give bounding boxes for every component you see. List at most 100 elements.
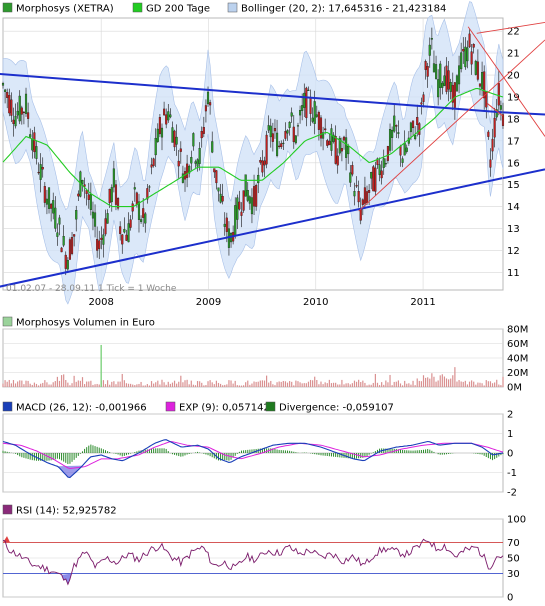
candle-body-74 <box>156 128 159 142</box>
candle-body-62 <box>131 203 134 212</box>
candle-body-157 <box>330 128 333 151</box>
candle-body-233 <box>489 159 492 168</box>
candle-body-178 <box>374 167 377 192</box>
candle-body-139 <box>292 126 295 143</box>
volume-ytick-3: 60M <box>507 339 528 350</box>
candle-body-181 <box>380 170 383 179</box>
candle-body-34 <box>73 234 76 237</box>
candle-body-197 <box>414 135 417 140</box>
candle-body-1 <box>4 89 7 92</box>
candle-body-227 <box>476 61 479 80</box>
candle-body-43 <box>91 211 95 219</box>
candle-body-135 <box>284 131 287 139</box>
price-ytick-3: 14 <box>507 202 520 213</box>
candle-body-102 <box>215 170 218 184</box>
candle-body-106 <box>223 223 226 227</box>
candle-body-190 <box>399 145 402 156</box>
candle-body-9 <box>20 107 23 115</box>
candle-body-147 <box>309 98 312 114</box>
candle-body-195 <box>409 122 412 133</box>
candle-body-66 <box>140 219 143 222</box>
candle-body-113 <box>238 201 241 210</box>
candle-body-7 <box>16 110 19 116</box>
candle-body-72 <box>152 158 155 166</box>
candle-body-97 <box>204 105 207 112</box>
candle-body-115 <box>242 190 245 211</box>
candle-body-179 <box>376 158 379 165</box>
date-range-note: 01.02.07 - 28.09.11 1 Tick = 1 Woche <box>6 284 177 294</box>
candle-body-196 <box>411 120 415 129</box>
candle-body-30 <box>64 254 67 269</box>
candle-body-232 <box>487 131 490 137</box>
candle-body-216 <box>453 82 456 108</box>
candle-body-105 <box>221 196 224 202</box>
candle-body-49 <box>104 218 107 235</box>
candle-body-234 <box>491 138 494 152</box>
candle-body-94 <box>198 148 201 164</box>
candle-body-229 <box>481 72 484 89</box>
candle-body-146 <box>307 89 310 91</box>
candle-body-228 <box>478 83 482 87</box>
candle-body-60 <box>127 223 130 243</box>
trendline-1 <box>0 177 503 288</box>
candle-body-183 <box>384 163 387 165</box>
candle-body-31 <box>66 260 69 270</box>
candle-body-144 <box>303 92 306 108</box>
macd-ytick-3: 1 <box>507 429 513 440</box>
candle-body-58 <box>123 229 126 233</box>
macd-legend-label-1: EXP (9): 0,057142 <box>179 403 270 414</box>
candle-body-126 <box>265 134 268 165</box>
candle-body-46 <box>98 240 101 249</box>
candle-body-116 <box>244 174 247 197</box>
candle-body-57 <box>121 234 124 245</box>
candle-body-187 <box>393 115 396 132</box>
candle-body-191 <box>401 158 404 163</box>
candle-body-71 <box>150 164 153 168</box>
volume-ytick-0: 0M <box>507 383 522 394</box>
candle-body-151 <box>317 112 320 130</box>
price-ytick-0: 11 <box>507 268 520 279</box>
price-xtick-1: 2009 <box>196 297 221 308</box>
candle-body-24 <box>52 200 55 214</box>
candle-body-29 <box>62 236 65 246</box>
candle-body-182 <box>382 158 385 168</box>
candle-body-239 <box>501 114 505 126</box>
candle-body-8 <box>18 95 21 122</box>
candle-body-150 <box>315 114 318 117</box>
candle-body-44 <box>94 212 97 227</box>
candle-body-140 <box>294 135 297 144</box>
candle-body-177 <box>372 166 375 192</box>
candle-body-152 <box>319 117 323 139</box>
candle-body-131 <box>276 132 279 156</box>
candle-body-154 <box>324 128 327 131</box>
candle-body-76 <box>160 127 164 138</box>
candle-body-219 <box>460 52 463 70</box>
candle-body-4 <box>10 99 13 116</box>
rsi-ytick-1: 30 <box>507 569 520 580</box>
candle-body-32 <box>68 239 71 260</box>
candle-body-45 <box>96 239 99 251</box>
price-ytick-6: 17 <box>507 136 520 147</box>
candle-body-161 <box>338 137 341 154</box>
candle-body-235 <box>493 117 496 138</box>
candle-body-117 <box>246 189 249 201</box>
candle-body-27 <box>58 217 61 225</box>
candle-body-56 <box>119 226 122 234</box>
candle-body-55 <box>117 198 120 209</box>
macd-ytick-0: -2 <box>507 488 517 499</box>
candle-body-122 <box>257 174 260 184</box>
candle-body-26 <box>56 232 59 237</box>
candle-body-63 <box>133 187 136 190</box>
candle-body-137 <box>288 121 291 128</box>
candle-body-89 <box>188 165 191 174</box>
candle-body-40 <box>85 190 88 194</box>
candle-body-208 <box>437 79 440 98</box>
candle-body-215 <box>451 84 454 103</box>
price-ytick-8: 19 <box>507 92 520 103</box>
candle-body-79 <box>167 111 170 121</box>
candle-body-2 <box>6 92 9 98</box>
candle-body-127 <box>267 125 270 131</box>
candle-body-35 <box>75 210 78 220</box>
candle-body-51 <box>108 188 111 203</box>
candle-body-185 <box>388 129 392 151</box>
